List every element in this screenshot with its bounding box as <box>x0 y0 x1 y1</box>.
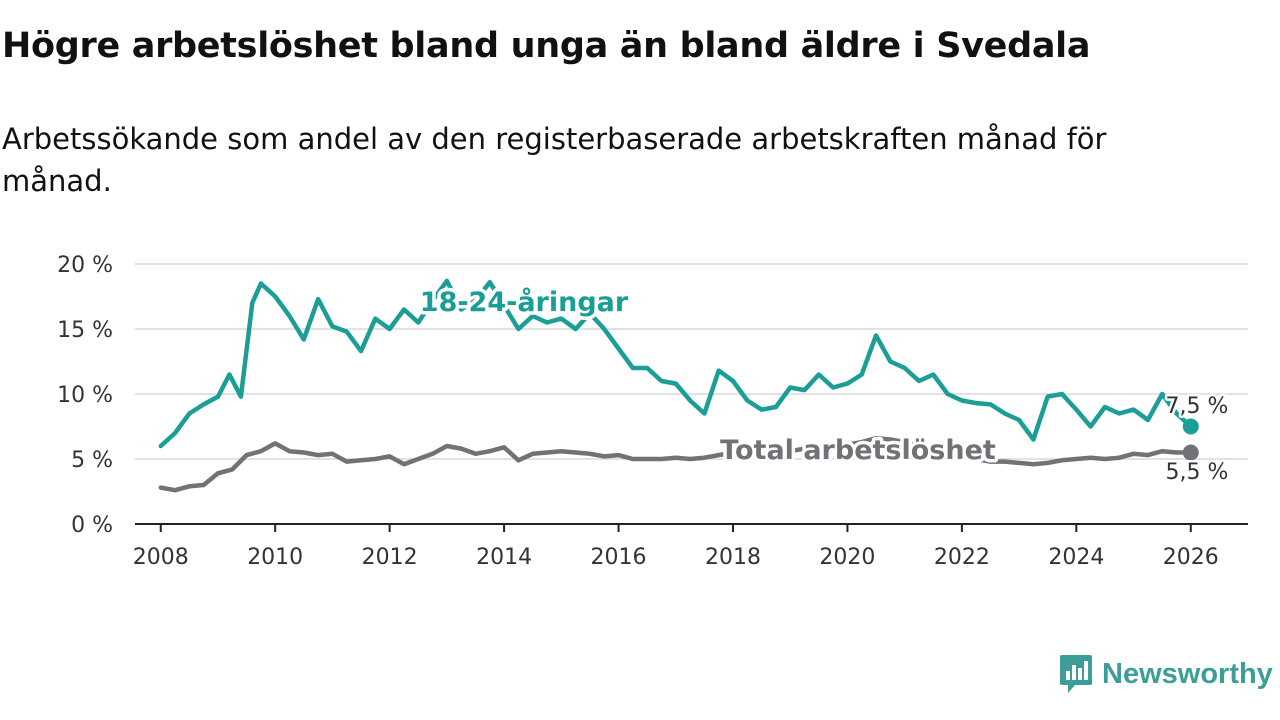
series-lines <box>158 278 1199 493</box>
series-labels: 7,5 % 5,5 % 18-24-åringar Total arbetslöshe… <box>416 283 1231 488</box>
x-tick-label: 2008 <box>133 545 189 570</box>
x-tick-label: 2012 <box>362 545 418 570</box>
series-label-total: Total arbetslöshet <box>720 435 996 466</box>
newsworthy-logo-icon <box>1060 655 1092 693</box>
x-tick-label: 2014 <box>476 545 532 570</box>
y-tick-label: 0 % <box>71 513 113 538</box>
series-line-total <box>158 435 1194 493</box>
y-tick-label: 5 % <box>71 448 113 473</box>
end-marker-youth <box>1182 418 1199 435</box>
x-tick-label: 2010 <box>247 545 303 570</box>
end-label-total: 5,5 % <box>1166 460 1229 485</box>
x-tick-label: 2018 <box>705 545 761 570</box>
x-tick-label: 2016 <box>591 545 647 570</box>
brand-name: Newsworthy <box>1102 657 1273 690</box>
x-tick-label: 2026 <box>1163 545 1219 570</box>
x-tick-label: 2020 <box>819 545 875 570</box>
y-tick-label: 10 % <box>57 383 113 408</box>
chart-title: Högre arbetslöshet bland unga än bland ä… <box>2 26 1091 66</box>
gridlines <box>135 263 1248 460</box>
newsworthy-logo: Newsworthy <box>1059 654 1273 694</box>
end-marker-total <box>1182 444 1199 461</box>
y-tick-label: 15 % <box>57 318 113 343</box>
end-label-youth: 7,5 % <box>1166 394 1229 419</box>
x-tick-label: 2024 <box>1048 545 1104 570</box>
chart-subtitle: Arbetssökande som andel av den registerb… <box>2 122 1107 198</box>
series-label-youth: 18-24-åringar <box>420 286 629 318</box>
x-tick-label: 2022 <box>934 545 990 570</box>
series-line-youth <box>158 278 1194 449</box>
y-tick-label: 20 % <box>57 253 113 278</box>
axes: 0 % 5 % 10 % 15 % 20 % 2008 2010 2012 2014 2016 20… <box>57 253 1248 570</box>
